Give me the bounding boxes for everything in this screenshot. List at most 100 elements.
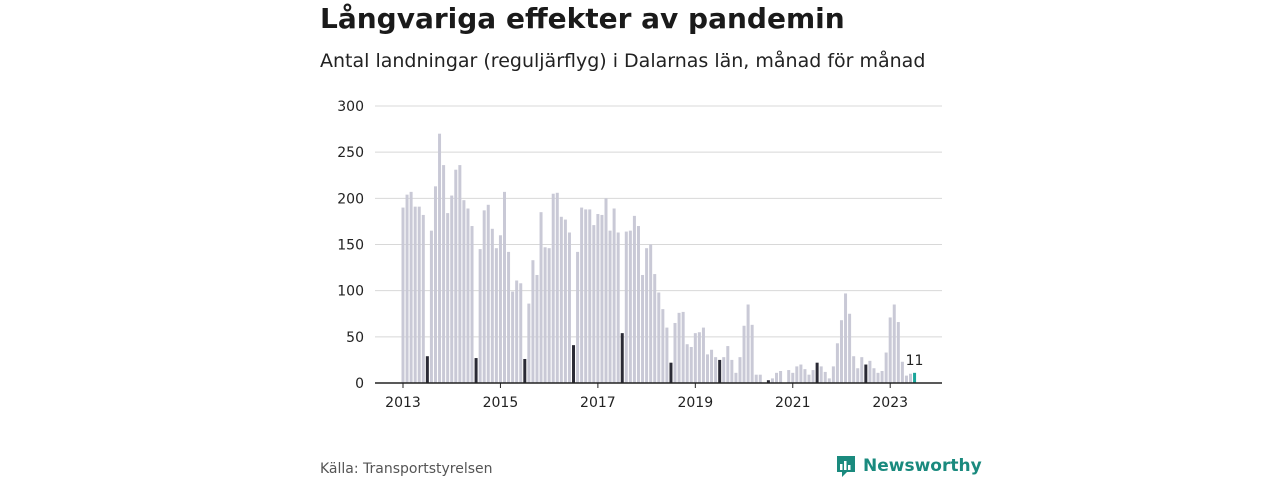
chart-title: Långvariga effekter av pandemin bbox=[320, 2, 845, 35]
bar bbox=[823, 371, 827, 383]
bar bbox=[896, 322, 900, 383]
bar bbox=[758, 374, 762, 383]
bar bbox=[486, 204, 490, 383]
bar bbox=[405, 194, 409, 383]
bar bbox=[592, 225, 596, 383]
bar bbox=[726, 346, 730, 383]
bar bbox=[490, 228, 494, 383]
bar bbox=[620, 333, 624, 383]
bar bbox=[503, 191, 506, 383]
bar bbox=[807, 374, 811, 383]
bar bbox=[880, 371, 884, 383]
bar bbox=[600, 214, 604, 383]
bar bbox=[714, 357, 718, 383]
bar bbox=[876, 372, 880, 383]
bar bbox=[844, 293, 848, 383]
bar bbox=[462, 200, 466, 383]
bar bbox=[535, 274, 539, 383]
bar bbox=[831, 366, 835, 383]
bar bbox=[641, 274, 645, 383]
bar bbox=[494, 248, 498, 383]
bar bbox=[697, 332, 701, 383]
bar bbox=[835, 343, 839, 383]
bar bbox=[775, 372, 779, 383]
bar bbox=[409, 191, 413, 383]
bar bbox=[507, 251, 511, 383]
bar bbox=[466, 208, 470, 383]
newsworthy-logo-icon bbox=[837, 456, 855, 477]
x-tick-label: 2015 bbox=[483, 395, 519, 411]
bar bbox=[750, 324, 754, 383]
bar bbox=[693, 333, 697, 383]
bar bbox=[572, 345, 576, 383]
brand-logo[interactable]: Newsworthy bbox=[835, 454, 982, 478]
bar bbox=[677, 312, 681, 383]
y-tick-label: 150 bbox=[337, 238, 364, 254]
bar bbox=[474, 358, 478, 383]
bar bbox=[649, 244, 653, 383]
bar bbox=[884, 352, 888, 383]
bar bbox=[454, 169, 458, 383]
bar bbox=[417, 206, 421, 383]
bar bbox=[730, 359, 734, 383]
bar bbox=[706, 354, 709, 383]
bar bbox=[710, 349, 714, 383]
bar bbox=[892, 304, 896, 383]
bar bbox=[872, 368, 876, 383]
bar bbox=[498, 235, 502, 383]
y-tick-label: 50 bbox=[346, 330, 364, 346]
bar bbox=[438, 133, 442, 383]
bar bbox=[616, 232, 620, 383]
bar bbox=[527, 303, 531, 383]
bar bbox=[770, 378, 774, 383]
bar bbox=[551, 193, 555, 383]
y-tick-label: 0 bbox=[355, 376, 364, 392]
bar bbox=[754, 374, 758, 383]
bar bbox=[661, 309, 665, 383]
x-tick-label: 2023 bbox=[872, 395, 908, 411]
bar bbox=[555, 192, 559, 383]
bar bbox=[645, 248, 649, 383]
x-tick-label: 2017 bbox=[580, 395, 616, 411]
x-axis-tick-labels: 2013 2015 2017 2019 2021 2023 bbox=[385, 383, 908, 411]
bar bbox=[547, 248, 551, 383]
bar bbox=[421, 214, 425, 383]
bar bbox=[450, 195, 454, 383]
bar bbox=[429, 230, 433, 383]
bar bbox=[624, 231, 628, 383]
bar bbox=[888, 317, 892, 383]
bar bbox=[904, 375, 908, 383]
bar bbox=[588, 209, 592, 383]
bar bbox=[596, 214, 600, 383]
bar bbox=[722, 357, 726, 383]
bar bbox=[632, 215, 636, 383]
bar bbox=[787, 370, 791, 383]
bar bbox=[446, 213, 450, 383]
bar bbox=[628, 230, 632, 383]
bar bbox=[567, 232, 571, 383]
bar bbox=[868, 360, 872, 383]
bar bbox=[539, 212, 543, 383]
bar bbox=[681, 311, 685, 383]
bar bbox=[900, 361, 904, 383]
bar bbox=[819, 366, 823, 383]
bar bbox=[657, 292, 661, 383]
bar bbox=[734, 372, 738, 383]
bar bbox=[779, 371, 783, 383]
bar bbox=[799, 364, 803, 383]
bar bbox=[653, 274, 657, 383]
bar bbox=[584, 209, 588, 383]
bar bbox=[608, 230, 612, 383]
bar bbox=[413, 206, 417, 383]
y-axis-tick-labels: 0 50 100 150 200 250 300 bbox=[337, 99, 364, 392]
bar bbox=[864, 364, 868, 383]
bar bbox=[746, 304, 750, 383]
bar bbox=[559, 216, 563, 383]
bar bbox=[543, 247, 547, 383]
bar bbox=[580, 207, 584, 383]
bar bbox=[856, 368, 860, 383]
bar bbox=[511, 291, 515, 383]
bar bbox=[689, 346, 693, 383]
bar bbox=[531, 260, 535, 383]
